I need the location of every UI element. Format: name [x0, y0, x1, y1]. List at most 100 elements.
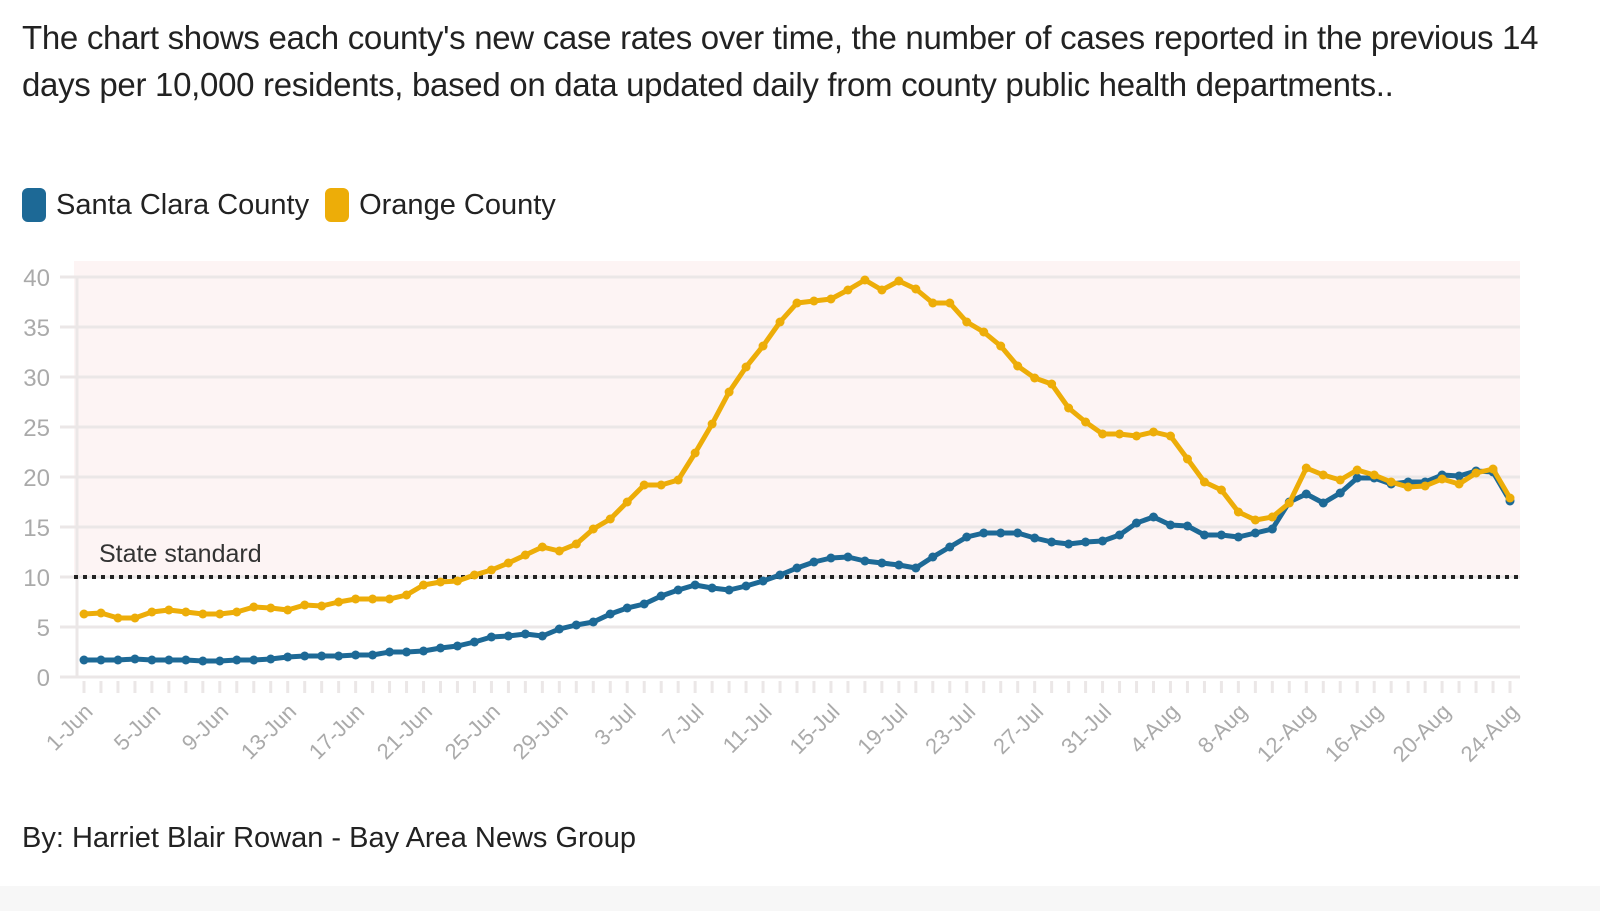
x-tick-label: 5-Jun — [109, 699, 166, 756]
data-point — [1064, 403, 1074, 413]
data-point — [368, 594, 378, 604]
legend-item-santa-clara[interactable]: Santa Clara County — [22, 188, 309, 222]
x-tick-label: 3-Jul — [589, 699, 640, 750]
y-tick-label: 20 — [23, 465, 50, 492]
data-point — [232, 607, 242, 617]
data-point — [1199, 530, 1209, 540]
data-point — [911, 284, 921, 294]
data-point — [1454, 479, 1464, 489]
x-tick-label: 27-Jul — [988, 699, 1048, 759]
x-tick-label: 24-Aug — [1456, 699, 1524, 767]
data-point — [1386, 477, 1396, 487]
x-tick-label: 23-Jul — [920, 699, 980, 759]
data-point — [96, 608, 106, 618]
data-point — [130, 654, 140, 664]
data-point — [1182, 521, 1192, 531]
legend-swatch-orange — [325, 188, 350, 222]
chart-credit: By: Harriet Blair Rowan - Bay Area News … — [22, 822, 637, 854]
data-point — [792, 298, 802, 308]
x-tick-label: 20-Aug — [1388, 699, 1456, 767]
data-point — [436, 577, 445, 587]
data-point — [283, 652, 293, 662]
data-point — [605, 514, 615, 524]
data-point — [945, 298, 955, 308]
x-tick-label: 19-Jul — [852, 699, 912, 759]
data-point — [1047, 537, 1057, 547]
data-point — [1081, 417, 1091, 427]
data-point — [1420, 481, 1430, 491]
data-point — [877, 285, 887, 295]
data-point — [215, 609, 225, 619]
data-point — [1233, 532, 1243, 542]
data-point — [1216, 485, 1226, 495]
data-point — [1403, 482, 1413, 492]
data-point — [334, 651, 344, 661]
data-point — [249, 655, 259, 665]
data-point — [130, 613, 140, 623]
data-point — [673, 475, 683, 485]
data-point — [113, 613, 123, 623]
data-point — [1471, 468, 1481, 478]
data-point — [266, 603, 276, 613]
data-point — [385, 594, 395, 604]
data-point — [860, 275, 870, 285]
data-point — [826, 553, 836, 563]
state-standard-label: State standard — [99, 540, 262, 568]
data-point — [503, 558, 513, 568]
data-point — [300, 651, 310, 661]
data-point — [1488, 464, 1498, 474]
data-point — [1352, 465, 1362, 475]
data-point — [1030, 533, 1040, 543]
data-point — [945, 542, 955, 552]
data-point — [1505, 493, 1515, 503]
data-point — [469, 570, 479, 580]
data-point — [147, 607, 157, 617]
data-point — [826, 294, 836, 304]
chart-subtitle: The chart shows each county's new case r… — [22, 19, 1539, 103]
data-point — [843, 285, 853, 295]
data-point — [317, 601, 327, 611]
data-point — [1318, 470, 1328, 480]
data-point — [809, 296, 819, 306]
data-point — [334, 597, 344, 607]
data-point — [317, 651, 327, 661]
data-point — [979, 528, 989, 538]
data-point — [1149, 427, 1158, 437]
data-point — [1115, 429, 1125, 439]
data-point — [588, 617, 598, 627]
x-tick-label: 25-Jun — [440, 699, 505, 764]
x-tick-label: 7-Jul — [657, 699, 708, 750]
data-point — [419, 646, 429, 656]
x-tick-label: 12-Aug — [1252, 699, 1320, 767]
data-point — [690, 580, 700, 590]
line-chart: 0 5 10 15 20 25 30 35 40 1-Jun 5-Jun 9-Jun 13-Jun 17… — [23, 261, 1524, 767]
x-tick-label: 11-Jul — [718, 699, 777, 758]
legend-label-santa-clara: Santa Clara County — [56, 188, 310, 221]
data-point — [1013, 528, 1023, 538]
data-point — [520, 629, 530, 639]
y-tick-label: 0 — [37, 665, 50, 692]
data-point — [894, 560, 904, 570]
data-point — [996, 528, 1006, 538]
data-point — [639, 480, 649, 490]
x-tick-label: 16-Aug — [1320, 699, 1388, 767]
data-point — [554, 546, 564, 556]
data-point — [1318, 498, 1328, 508]
data-point — [1165, 431, 1175, 441]
data-point — [1250, 515, 1260, 525]
data-point — [164, 655, 174, 665]
legend-item-orange[interactable]: Orange County — [325, 188, 556, 222]
series-santa-clara-county — [79, 466, 1515, 666]
data-point — [368, 650, 378, 660]
data-point — [1199, 477, 1209, 487]
data-point — [283, 605, 293, 615]
data-point — [1132, 431, 1142, 441]
y-tick-label: 35 — [23, 315, 50, 342]
data-point — [537, 631, 547, 641]
data-point — [1335, 475, 1345, 485]
data-point — [843, 552, 853, 562]
data-point — [164, 605, 174, 615]
shaded-region — [74, 261, 1520, 577]
data-point — [673, 585, 683, 595]
y-tick-label: 25 — [23, 415, 50, 442]
